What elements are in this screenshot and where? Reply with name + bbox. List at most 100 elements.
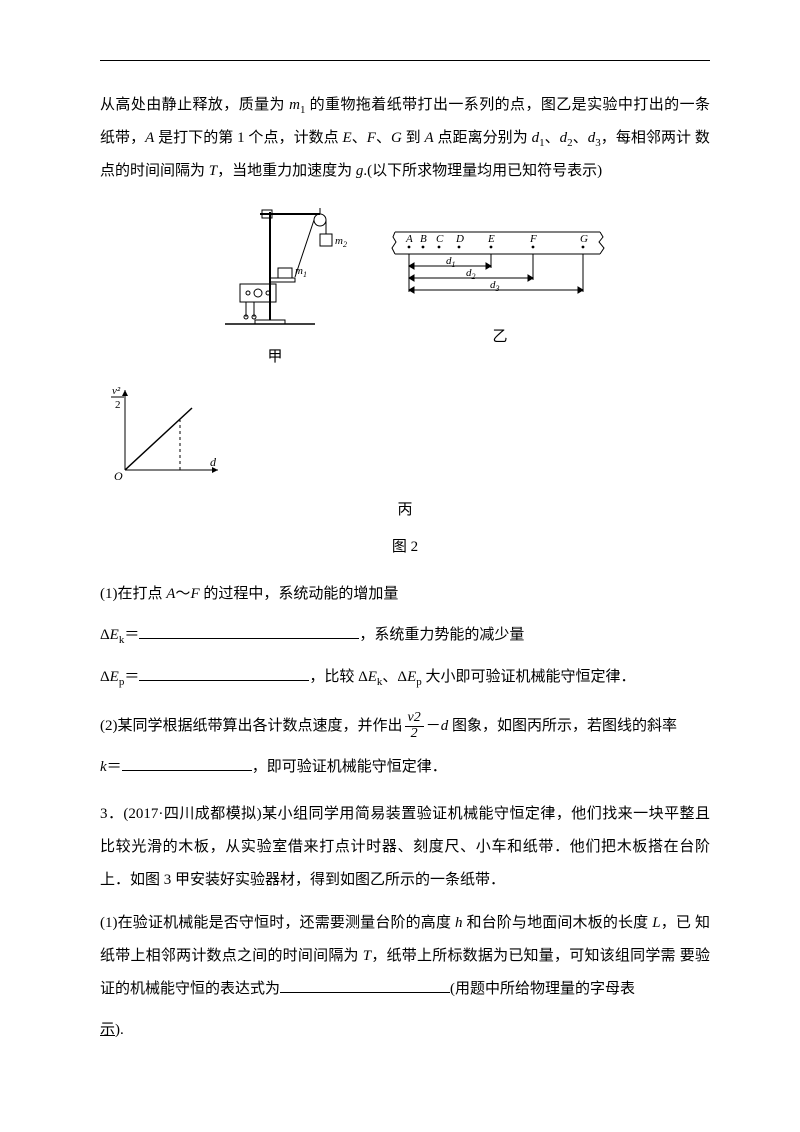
q2-mid-b: 图象，如图丙所示，若图线的斜率 — [448, 718, 677, 734]
G-symbol: G — [391, 130, 402, 146]
caption-tape: 乙 — [390, 321, 610, 354]
dEk-E: E — [110, 627, 119, 643]
intro-text: 点距离分别为 — [434, 130, 532, 146]
q31-L: L — [652, 915, 660, 931]
intro-text: ，当地重力加速度为 — [217, 163, 356, 179]
q31-l3b: (用题中所给物理量的字母表 — [450, 981, 635, 997]
q2-line2: k＝ ，即可验证机械能守恒定律． — [100, 751, 710, 784]
q31-h: h — [455, 915, 463, 931]
q3-1-para: (1)在验证机械能是否守恒时，还需要测量台阶的高度 h 和台阶与地面间木板的长度… — [100, 907, 710, 1006]
frac-num: v2 — [405, 711, 424, 727]
q1-line2: ΔEk＝，系统重力势能的减少量 — [100, 619, 710, 652]
svg-text:d1: d1 — [446, 255, 456, 269]
figure-label: 图 2 — [100, 531, 710, 564]
q2-tail: ，即可验证机械能守恒定律． — [252, 759, 447, 775]
apparatus-diagram: m2 m1 — [200, 202, 350, 337]
A-symbol: A — [145, 130, 154, 146]
q1-line1: (1)在打点 A～F 的过程中，系统动能的增加量 — [100, 578, 710, 611]
q1-line3: ΔEp＝，比较 ΔEk、ΔEp 大小即可验证机械能守恒定律． — [100, 661, 710, 694]
figure-apparatus: m2 m1 甲 — [200, 202, 350, 374]
q31-l2b: ，纸带上所标数据为已知量，可知该组同学需 — [371, 948, 676, 964]
tape-C: C — [436, 233, 444, 245]
d2-sub: 2 — [472, 272, 476, 281]
m1-symbol: m — [289, 97, 300, 113]
q31-l4b: ). — [115, 1022, 124, 1038]
q31-l1c: ，已 — [661, 915, 691, 931]
m2-sub: 2 — [343, 240, 347, 249]
intro-text: 从高处由静止释放，质量为 — [100, 97, 289, 113]
E-symbol: E — [343, 130, 352, 146]
q1-tail2a: ，比较 Δ — [309, 669, 367, 685]
intro-text: 纸带， — [100, 130, 145, 146]
q31-l1b: 和台阶与地面间木板的长度 — [463, 915, 653, 931]
frac-v2-2: v22 — [405, 711, 424, 741]
svg-text:m1: m1 — [295, 265, 307, 279]
q2-mid-a: － — [426, 718, 441, 734]
q3-para: 3．(2017·四川成都模拟)某小组同学用简易装置验证机械能守恒定律，他们找来一… — [100, 798, 710, 897]
tape-B: B — [420, 233, 427, 245]
eq: ＝ — [124, 627, 139, 643]
svg-text:d3: d3 — [490, 279, 500, 293]
q1-tail: 的过程中，系统动能的增加量 — [200, 586, 399, 602]
caption-graph: 丙 — [100, 494, 710, 527]
q1-mid: ，系统重力势能的减少量 — [359, 627, 524, 643]
intro-para: 从高处由静止释放，质量为 m 1 的重物拖着纸带打出一系列的点，图乙是实验中打出的… — [100, 89, 710, 188]
svg-text:d2: d2 — [466, 267, 476, 281]
frac-den: 2 — [405, 727, 424, 742]
q1-to: ～ — [175, 586, 190, 602]
top-rule — [100, 60, 710, 61]
q3-l1: 3．(2017·四川成都模拟)某小组同学用简易装置验证机械能守恒定律，他们找来一… — [100, 806, 710, 822]
m1-label: m — [295, 265, 303, 277]
q3-1-last: 示). — [100, 1014, 710, 1047]
origin-label: O — [114, 469, 123, 483]
figure-tape: A B C D E F G — [390, 222, 610, 354]
tape-A: A — [405, 233, 413, 245]
q3-l2: 比较光滑的木板，从实验室借来打点计时器、刻度尺、小车和纸带．他们把木板搭在台阶 — [100, 839, 710, 855]
q31-T: T — [363, 948, 371, 964]
Ep-E: E — [407, 669, 416, 685]
q31-l4a: 示 — [100, 1022, 115, 1038]
m1-sub: 1 — [303, 270, 307, 279]
intro-text: 到 — [402, 130, 425, 146]
blank-dEp — [139, 665, 309, 681]
tape-D: D — [455, 233, 464, 245]
A-symbol: A — [425, 130, 434, 146]
q1-tail2c: 大小即可验证机械能守恒定律． — [422, 669, 636, 685]
F-symbol: F — [367, 130, 376, 146]
q2-k: k — [100, 759, 107, 775]
m2-label: m — [335, 235, 343, 247]
intro-text: 是打下的第 1 个点，计数点 — [154, 130, 342, 146]
q1-F: F — [190, 586, 199, 602]
q1-head: (1)在打点 — [100, 586, 166, 602]
d1-symbol: d — [532, 130, 540, 146]
figure-row-1: m2 m1 甲 A — [100, 202, 710, 374]
figure-graph: v² 2 d O 丙 — [100, 380, 710, 527]
d2-sub: 2 — [567, 137, 573, 149]
q2-line1: (2)某同学根据纸带算出各计数点速度，并作出v22－d 图象，如图丙所示，若图线… — [100, 710, 710, 743]
blank-k — [122, 755, 252, 771]
dEp-delta: Δ — [100, 669, 110, 685]
caption-apparatus: 甲 — [200, 341, 350, 374]
d1-sub: 1 — [539, 137, 545, 149]
y-num: v² — [112, 385, 121, 397]
Ek-E: E — [368, 669, 377, 685]
q2-eq: ＝ — [107, 759, 122, 775]
dEp-E: E — [110, 669, 119, 685]
d1-sub: 1 — [452, 260, 456, 269]
q2-head: (2)某同学根据纸带算出各计数点速度，并作出 — [100, 718, 403, 734]
intro-text: ，每相邻两计 — [601, 130, 691, 146]
q3-l3: 上．如图 3 甲安装好实验器材，得到如图乙所示的一条纸带． — [100, 872, 505, 888]
graph-diagram: v² 2 d O — [100, 380, 230, 490]
x-label: d — [210, 455, 217, 469]
d3-sub: 3 — [495, 284, 500, 293]
tape-diagram: A B C D E F G — [390, 222, 610, 317]
intro-text: 的重物拖着纸带打出一系列的点，图乙是实验中打出的一条 — [305, 97, 710, 113]
blank-expr — [280, 977, 450, 993]
q31-l1a: (1)在验证机械能是否守恒时，还需要测量台阶的高度 — [100, 915, 455, 931]
tape-F: F — [529, 233, 537, 245]
svg-text:m2: m2 — [335, 235, 347, 249]
intro-text: .(以下所求物理量均用已知符号表示) — [363, 163, 602, 179]
T-symbol: T — [209, 163, 217, 179]
dEk-delta: Δ — [100, 627, 110, 643]
tape-E: E — [487, 233, 495, 245]
